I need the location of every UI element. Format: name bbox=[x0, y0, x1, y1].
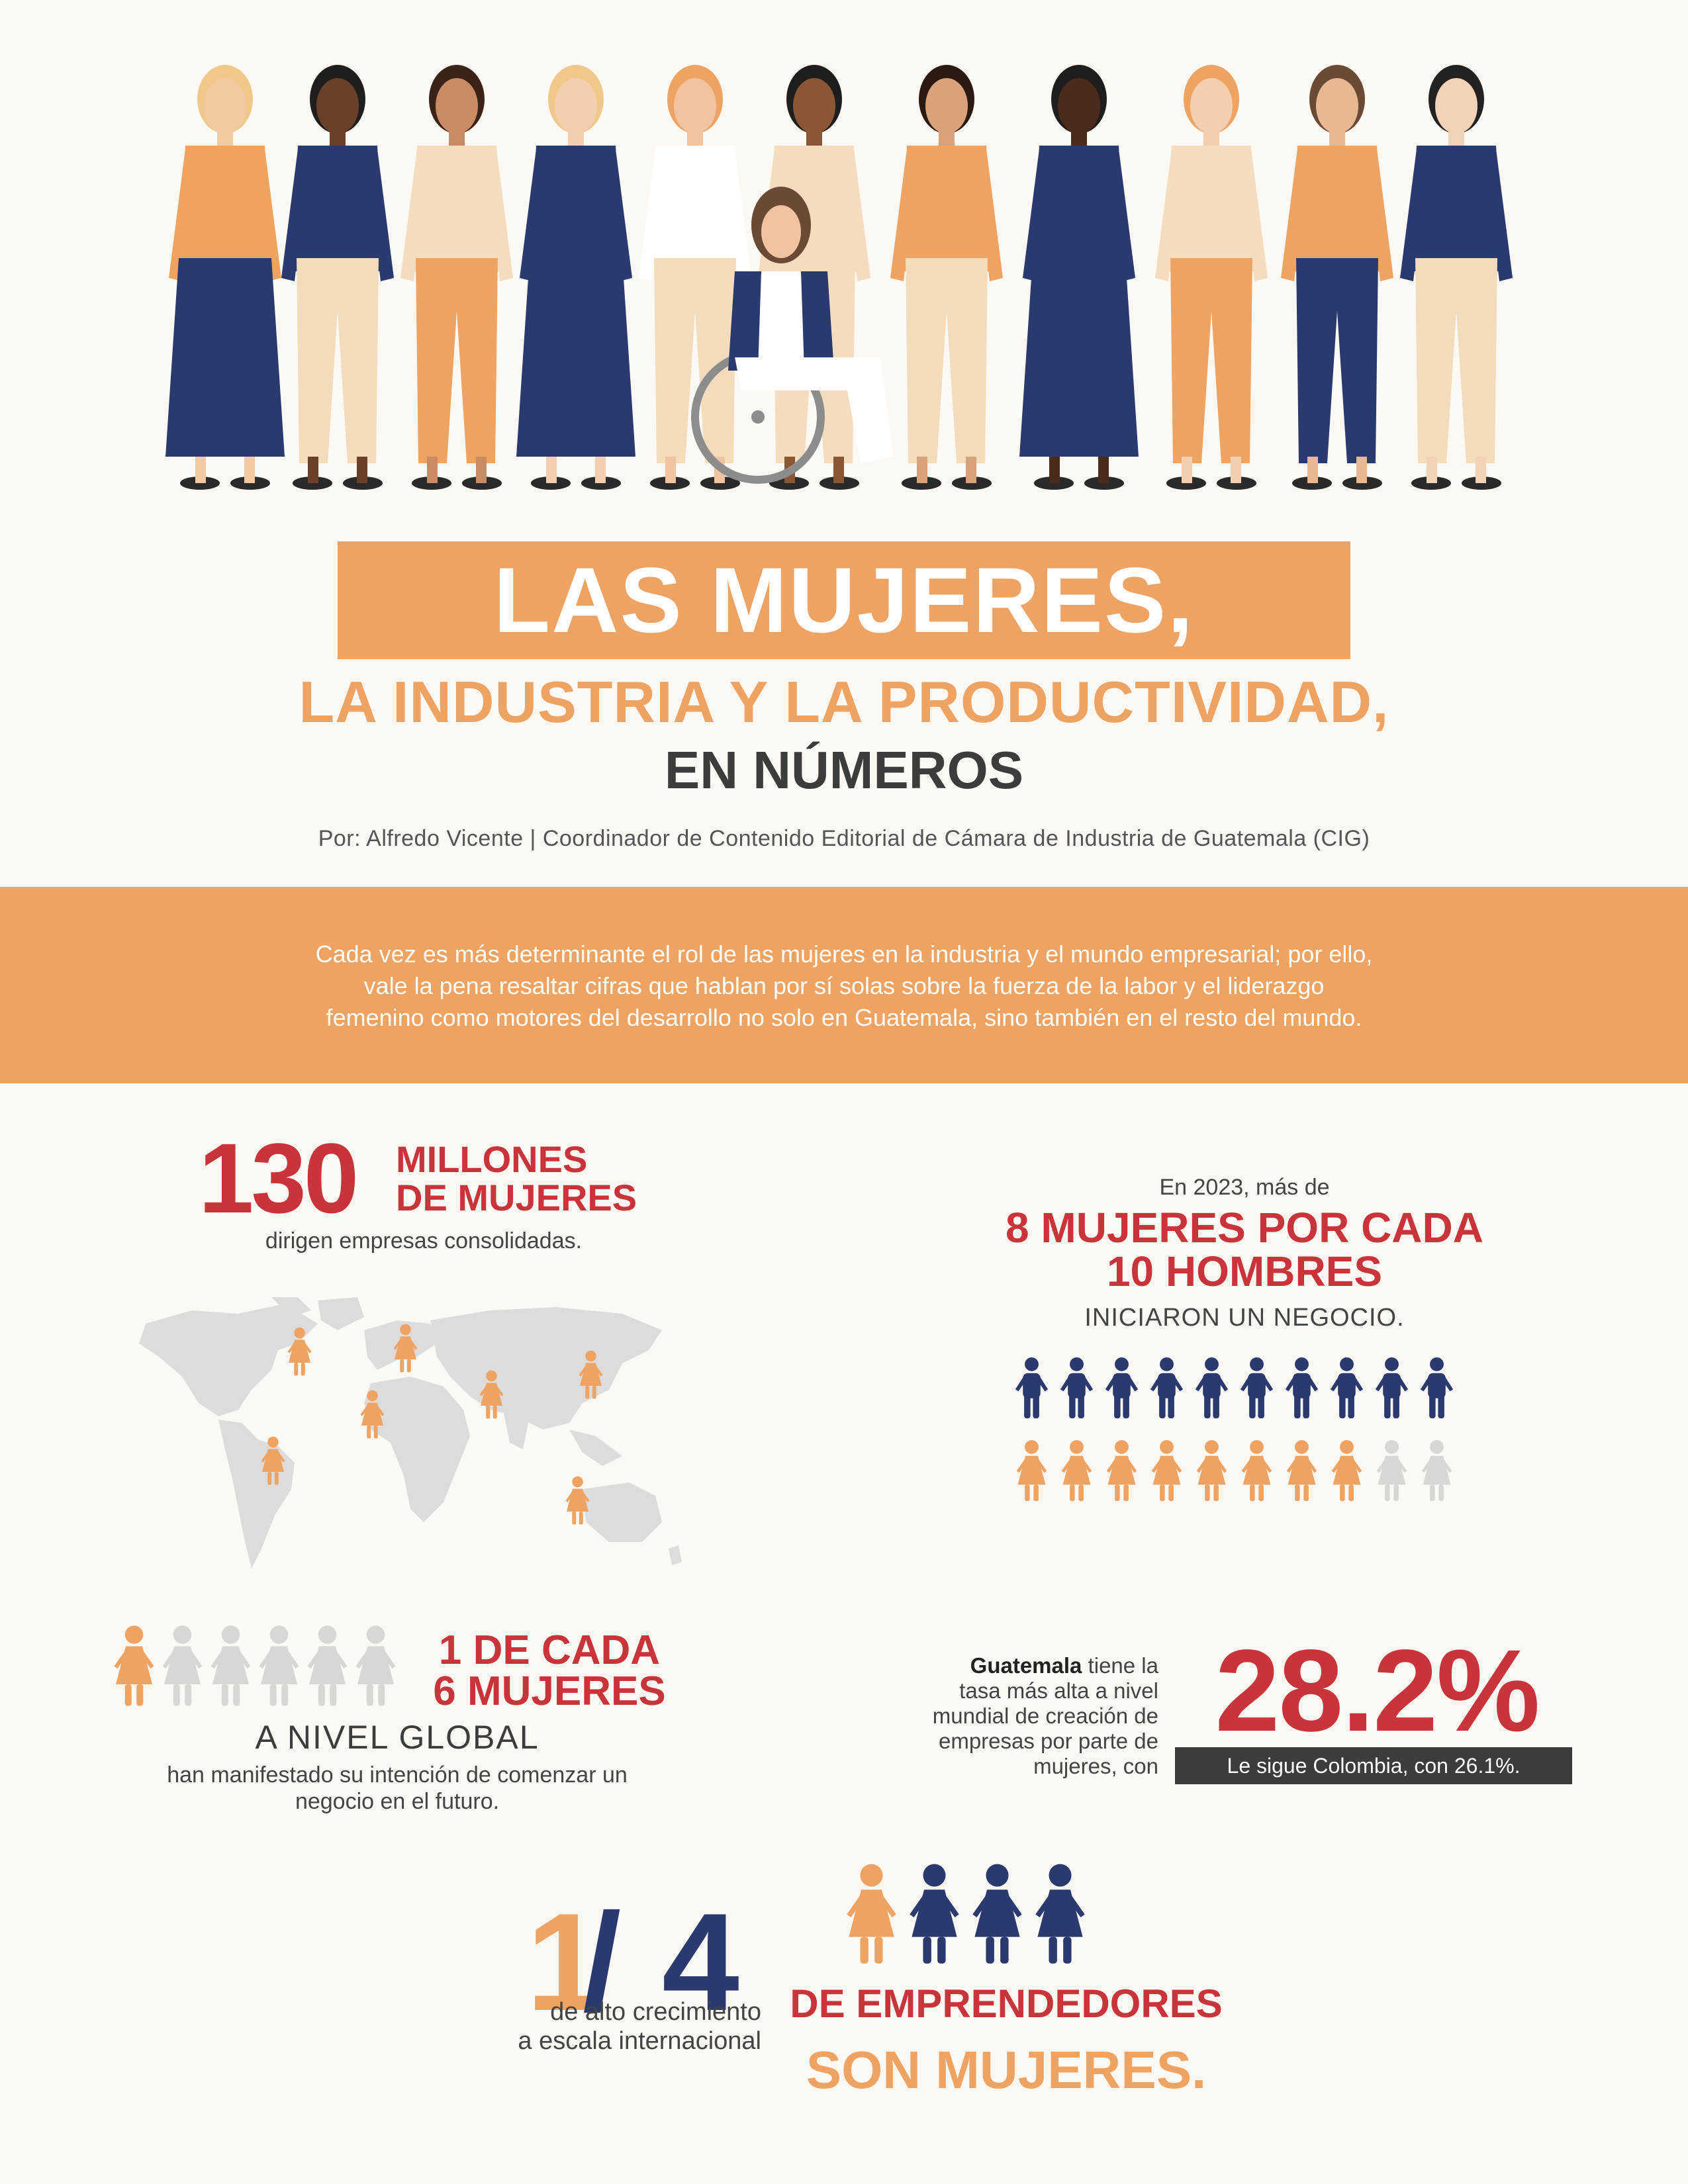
stat4-number: 28.2% bbox=[1215, 1626, 1540, 1756]
woman-icon bbox=[1376, 1439, 1407, 1502]
stat2-headline-line1: 8 MUJERES POR CADA bbox=[1006, 1204, 1483, 1251]
page-title: LAS MUJERES, bbox=[493, 548, 1195, 652]
woman-icon bbox=[1016, 1439, 1047, 1502]
woman-icon bbox=[1151, 1439, 1182, 1502]
woman-icon bbox=[1035, 1864, 1085, 1964]
stat4-country: Guatemala bbox=[970, 1653, 1082, 1678]
woman-icon bbox=[1421, 1439, 1452, 1502]
one-in-four-pictogram bbox=[847, 1864, 1085, 1964]
stat1-unit-line2: DE MUJERES bbox=[396, 1177, 637, 1218]
stat3-scope: A NIVEL GLOBAL bbox=[255, 1719, 539, 1756]
woman-icon bbox=[910, 1864, 959, 1964]
women-group-illustration bbox=[165, 65, 1513, 490]
woman-icon bbox=[162, 1625, 203, 1706]
woman-figure bbox=[1019, 65, 1139, 490]
stat3-headline-line2: 6 MUJERES bbox=[433, 1668, 666, 1714]
man-icon bbox=[1015, 1357, 1049, 1419]
woman-icon bbox=[355, 1625, 396, 1706]
stat5-description: de alto crecimiento a escala internacion… bbox=[457, 1997, 761, 2056]
map-woman-icon bbox=[360, 1390, 385, 1439]
stat2-caption: INICIARON UN NEGOCIO. bbox=[1084, 1304, 1405, 1332]
stat5-headline-line2: SON MUJERES. bbox=[806, 2040, 1207, 2099]
stat3-desc-line2: negocio en el futuro. bbox=[295, 1789, 500, 1814]
stat5-numerator: 1 bbox=[526, 1884, 604, 2040]
woman-figure bbox=[400, 65, 513, 490]
stat5-denominator: 4 bbox=[662, 1884, 739, 2040]
stat5-slash: / bbox=[583, 1884, 622, 2040]
woman-figure bbox=[165, 65, 285, 490]
woman-icon bbox=[211, 1625, 251, 1706]
man-icon bbox=[1285, 1357, 1319, 1419]
stat4-note-bar bbox=[1175, 1747, 1572, 1784]
stat4-text-line4: empresas por parte de bbox=[938, 1729, 1158, 1753]
map-woman-icon bbox=[287, 1327, 312, 1376]
stat4-description: Guatemala tiene la tasa más alta a nivel… bbox=[887, 1653, 1158, 1779]
page-subtitle-2: EN NÚMEROS bbox=[664, 741, 1024, 799]
intro-line-3: femenino como motores del desarrollo no … bbox=[326, 1004, 1362, 1031]
title-banner bbox=[338, 541, 1350, 659]
stat1-description: dirigen empresas consolidadas. bbox=[265, 1228, 583, 1253]
one-in-six-pictogram bbox=[114, 1625, 396, 1706]
map-woman-icon bbox=[579, 1350, 603, 1399]
intro-band bbox=[0, 887, 1688, 1083]
stat4-text-line5: mujeres, con bbox=[1033, 1754, 1158, 1778]
woman-icon bbox=[1241, 1439, 1272, 1502]
world-map-graphic bbox=[139, 1297, 682, 1569]
stat2-intro: En 2023, más de bbox=[1159, 1175, 1330, 1200]
stat5-headline-line1: DE EMPRENDEDORES bbox=[790, 1981, 1223, 2026]
man-icon bbox=[1105, 1357, 1139, 1419]
woman-icon bbox=[1196, 1439, 1227, 1502]
woman-icon bbox=[307, 1625, 348, 1706]
woman-figure bbox=[1400, 65, 1513, 490]
woman-icon bbox=[972, 1864, 1022, 1964]
stat2-headline-line2: 10 HOMBRES bbox=[1106, 1248, 1383, 1295]
man-icon bbox=[1375, 1357, 1409, 1419]
woman-icon bbox=[1061, 1439, 1092, 1502]
woman-figure bbox=[1281, 65, 1393, 490]
stat1-number: 130 bbox=[199, 1122, 359, 1234]
woman-figure bbox=[1155, 65, 1268, 490]
intro-line-2: vale la pena resaltar cifras que hablan … bbox=[363, 972, 1325, 999]
woman-icon bbox=[259, 1625, 299, 1706]
woman-icon bbox=[114, 1625, 154, 1706]
woman-figure bbox=[890, 65, 1003, 490]
stat1-unit-line1: MILLONES bbox=[396, 1138, 588, 1180]
map-woman-icon bbox=[393, 1324, 418, 1373]
man-icon bbox=[1420, 1357, 1454, 1419]
man-icon bbox=[1195, 1357, 1229, 1419]
woman-icon bbox=[1106, 1439, 1137, 1502]
man-icon bbox=[1060, 1357, 1094, 1419]
woman-figure bbox=[281, 65, 394, 490]
stat4-text-line2: tasa más alta a nivel bbox=[959, 1678, 1158, 1703]
stat5-desc-line1: de alto crecimiento bbox=[550, 1998, 761, 2026]
intro-paragraph: Cada vez es más determinante el rol de l… bbox=[218, 938, 1470, 1034]
map-woman-icon bbox=[565, 1476, 590, 1525]
stat4-note: Le sigue Colombia, con 26.1%. bbox=[1227, 1754, 1521, 1778]
woman-icon bbox=[847, 1864, 896, 1964]
wheelchair-figure bbox=[691, 187, 894, 484]
man-icon bbox=[1240, 1357, 1274, 1419]
stat4-text-line1: tiene la bbox=[1082, 1653, 1158, 1678]
stat4-text-line3: mundial de creación de bbox=[932, 1704, 1158, 1728]
stat3-desc-line1: han manifestado su intención de comenzar… bbox=[167, 1762, 628, 1788]
woman-figure bbox=[639, 65, 751, 490]
map-woman-icon bbox=[479, 1370, 504, 1419]
map-woman-icon bbox=[261, 1436, 285, 1485]
woman-icon bbox=[1286, 1439, 1317, 1502]
stat3-description: han manifestado su intención de comenzar… bbox=[132, 1762, 662, 1815]
byline: Por: Alfredo Vicente | Coordinador de Co… bbox=[318, 826, 1370, 851]
intro-line-1: Cada vez es más determinante el rol de l… bbox=[315, 940, 1373, 968]
men-women-pictogram bbox=[1015, 1357, 1454, 1502]
stat3-headline-line1: 1 DE CADA bbox=[438, 1627, 661, 1673]
man-icon bbox=[1330, 1357, 1364, 1419]
page-subtitle: LA INDUSTRIA Y LA PRODUCTIVIDAD, bbox=[299, 669, 1389, 735]
stat5-desc-line2: a escala internacional bbox=[518, 2027, 761, 2055]
man-icon bbox=[1150, 1357, 1184, 1419]
woman-figure bbox=[516, 65, 635, 490]
woman-icon bbox=[1331, 1439, 1362, 1502]
